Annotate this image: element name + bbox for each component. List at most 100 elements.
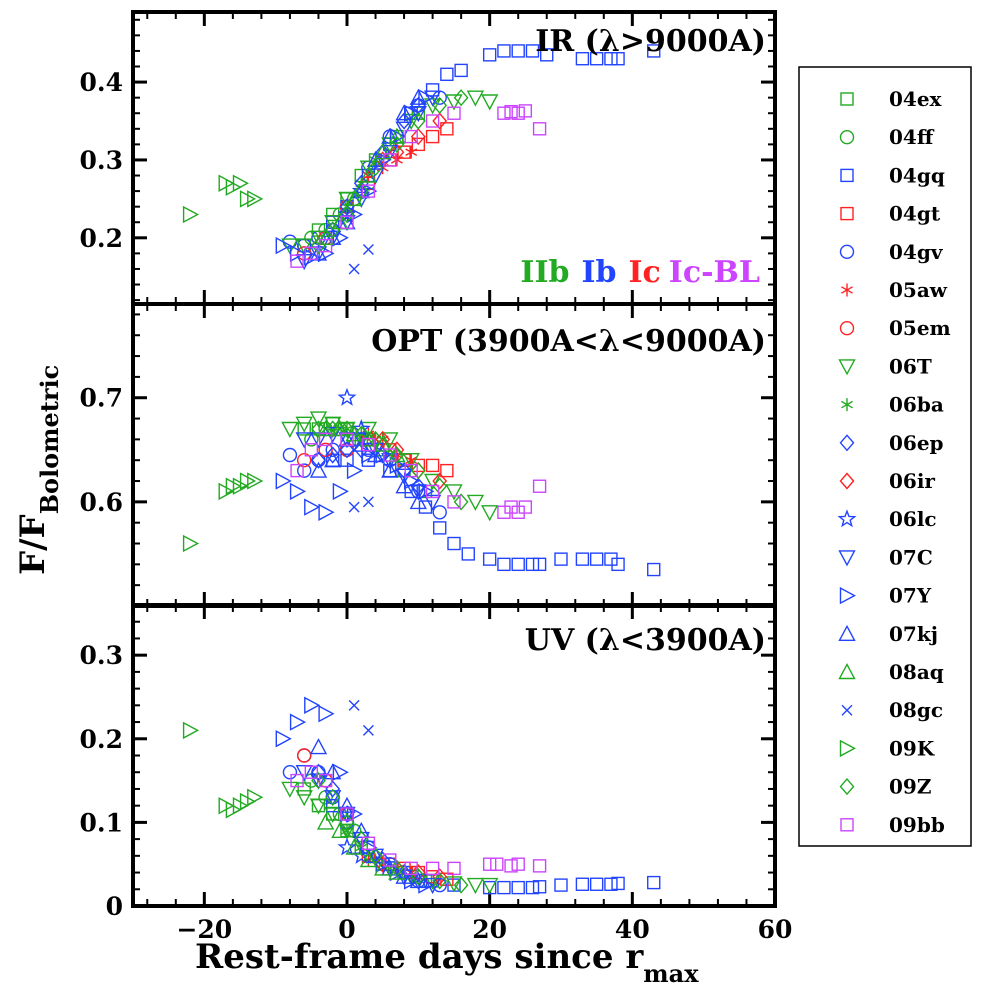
legend-label-04ff: 04ff — [889, 125, 935, 149]
panel-ir-points — [182, 44, 661, 275]
point-09bb-ir — [511, 106, 525, 120]
point-07Y-uv — [275, 730, 292, 748]
point-04gq-ir — [482, 48, 497, 62]
sn-type-labels: IIb Ib Ic Ic-BL — [520, 255, 760, 290]
point-09bb-ir — [447, 106, 461, 120]
point-08aq-opt — [316, 420, 335, 437]
point-06T-opt — [445, 484, 463, 501]
point-04gq-ir — [611, 52, 625, 66]
point-08gc-opt — [362, 496, 374, 508]
point-04gq-opt — [532, 557, 547, 572]
legend-marker-09K — [839, 739, 856, 758]
point-09bb-ir — [404, 129, 418, 144]
point-08aq-ir — [331, 213, 349, 230]
legend-label-05aw: 05aw — [889, 278, 948, 302]
point-07Y-ir — [389, 127, 406, 146]
point-09bb-uv — [447, 861, 461, 876]
point-06T-opt — [295, 416, 313, 433]
point-04gq-uv — [554, 878, 568, 892]
point-09Z-opt — [353, 425, 369, 443]
point-04gq-opt — [482, 552, 497, 566]
point-09bb-opt — [511, 505, 525, 519]
legend-label-07C: 07C — [889, 545, 933, 569]
point-09bb-uv — [318, 773, 333, 788]
y-tick-label-opt: 0.7 — [80, 384, 124, 413]
point-06ir-opt — [432, 472, 448, 490]
point-07kj-uv — [395, 867, 413, 884]
legend-marker-05aw — [841, 283, 853, 297]
point-09bb-uv — [340, 807, 354, 821]
point-09bb-opt — [518, 500, 533, 514]
point-06lc-opt — [337, 387, 357, 406]
x-tick-label: 60 — [758, 915, 793, 944]
y-axis-label-main: F/F — [13, 514, 53, 575]
point-04ex-uv — [297, 782, 311, 796]
point-06ir-opt — [375, 430, 391, 448]
point-09Z-opt — [389, 446, 405, 464]
point-09bb-uv — [511, 857, 525, 871]
point-07kj-opt — [395, 477, 413, 494]
point-09Z-ir — [353, 182, 369, 200]
point-07Y-opt — [289, 482, 307, 501]
point-09bb-uv — [290, 773, 304, 788]
point-09bb-ir — [304, 246, 319, 261]
legend-label-06T: 06T — [889, 354, 932, 378]
axis-ticks — [133, 12, 777, 908]
point-06lc-uv — [337, 837, 357, 856]
point-09Z-opt — [432, 477, 448, 495]
point-06T-ir — [281, 238, 299, 255]
point-06T-uv — [309, 798, 328, 815]
point-08aq-opt — [374, 435, 392, 452]
point-08aq-ir — [345, 189, 363, 207]
point-04gq-opt — [497, 557, 511, 572]
x-axis-label-sub: max — [643, 959, 699, 988]
point-09K-ir — [232, 174, 249, 192]
point-07Y-opt — [318, 503, 335, 521]
point-04ex-ir — [326, 207, 340, 222]
legend-label-09K: 09K — [889, 736, 935, 760]
panel-uv-points — [182, 696, 661, 895]
point-09Z-ir — [453, 89, 469, 107]
point-04ex-opt — [297, 422, 311, 436]
point-05em-uv — [297, 748, 312, 763]
point-09Z-uv — [432, 872, 448, 890]
point-04gt-ir — [411, 137, 426, 152]
panel-uv-title: UV (λ<3900A) — [525, 623, 766, 658]
point-06T-uv — [466, 877, 485, 895]
point-09bb-uv — [504, 859, 518, 873]
point-07C-opt — [423, 494, 442, 511]
point-04gq-ir — [497, 44, 511, 58]
legend-marker-04ff — [839, 129, 855, 145]
point-04gq-opt — [554, 552, 568, 566]
y-tick-label-ir: 0.4 — [80, 68, 124, 97]
point-09bb-ir — [497, 106, 511, 120]
point-09bb-ir — [518, 104, 533, 118]
point-06T-uv — [281, 781, 299, 798]
point-06T-ir — [295, 238, 313, 255]
point-04gt-opt — [440, 463, 454, 478]
point-09Z-uv — [325, 788, 341, 806]
point-07kj-ir — [395, 104, 413, 121]
point-07Y-ir — [332, 229, 349, 247]
legend-marker-09bb — [840, 818, 854, 832]
point-09K-opt — [247, 472, 264, 490]
point-07kj-opt — [324, 451, 342, 468]
point-07kj-opt — [352, 435, 370, 452]
point-04gq-uv — [525, 880, 540, 895]
point-04gq-uv — [575, 877, 590, 891]
y-axis-label: F/FBolometric — [13, 365, 64, 575]
legend-marker-06ba — [841, 398, 853, 412]
y-tick-label-uv: 0.2 — [80, 725, 124, 754]
legend-marker-04gt — [840, 206, 854, 221]
point-09Z-ir — [432, 96, 448, 114]
point-07C-uv — [295, 765, 313, 782]
legend: 04ex 04ff 04gq 04gt 04gv 05aw 05em 06T 06ba 06ep 0… — [837, 87, 951, 837]
point-07Y-uv — [318, 705, 335, 723]
point-09Z-opt — [410, 462, 426, 480]
point-06ep-opt — [339, 441, 355, 459]
point-04gq-ir — [425, 83, 440, 97]
point-04gv-opt — [432, 505, 447, 520]
point-09Z-opt — [453, 493, 469, 511]
point-08aq-ir — [374, 143, 392, 160]
point-07kj-ir — [309, 244, 328, 261]
